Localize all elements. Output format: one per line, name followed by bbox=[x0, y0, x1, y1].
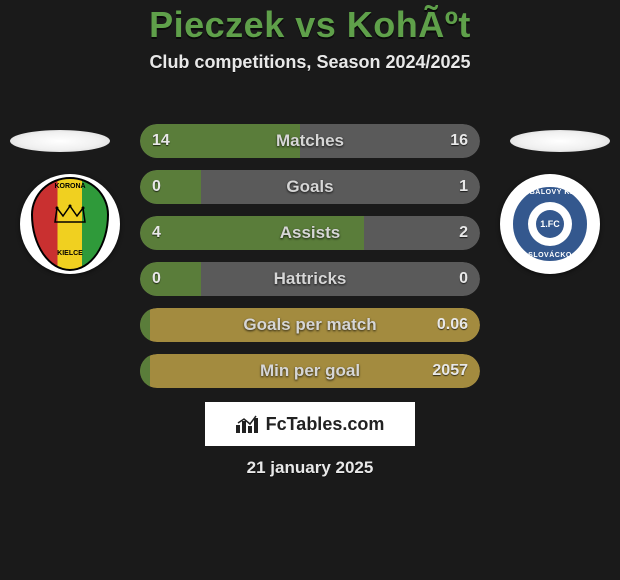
stat-bar-left bbox=[140, 170, 201, 204]
right-oval-shadow bbox=[510, 130, 610, 152]
left-crest-top-text: KORONA bbox=[33, 183, 107, 190]
right-team-crest: FOTBALOVÝ KLUB 1.FC SLOVÁCKO bbox=[500, 174, 600, 274]
stat-value-right: 16 bbox=[450, 124, 468, 158]
left-crest-shield: KORONA KIELCE bbox=[31, 177, 109, 271]
footer-brand-text: FcTables.com bbox=[266, 414, 385, 435]
stat-row: 00Hattricks bbox=[140, 262, 480, 296]
left-oval-shadow bbox=[10, 130, 110, 152]
stat-row: 0.06Goals per match bbox=[140, 308, 480, 342]
left-crest-bottom-text: KIELCE bbox=[33, 250, 107, 257]
stat-value-left: 4 bbox=[152, 216, 161, 250]
stat-bar-right bbox=[140, 354, 480, 388]
right-crest-ring: FOTBALOVÝ KLUB 1.FC SLOVÁCKO bbox=[508, 182, 592, 266]
stat-bar-left bbox=[140, 216, 364, 250]
right-crest-ring-bottom: SLOVÁCKO bbox=[513, 252, 587, 259]
chart-icon bbox=[236, 415, 260, 433]
stat-row: 01Goals bbox=[140, 170, 480, 204]
stat-bar-right bbox=[140, 308, 480, 342]
stat-value-right: 1 bbox=[459, 170, 468, 204]
stat-row: 1416Matches bbox=[140, 124, 480, 158]
stat-row: 42Assists bbox=[140, 216, 480, 250]
right-crest-core-text: 1.FC bbox=[536, 210, 564, 238]
right-crest-core: 1.FC bbox=[528, 202, 572, 246]
stats-list: 1416Matches01Goals42Assists00Hattricks0.… bbox=[140, 124, 480, 400]
crown-icon bbox=[53, 204, 87, 224]
page-subtitle: Club competitions, Season 2024/2025 bbox=[0, 52, 620, 73]
stat-row: 2057Min per goal bbox=[140, 354, 480, 388]
stat-bar-left bbox=[140, 354, 150, 388]
footer-date: 21 january 2025 bbox=[0, 458, 620, 478]
stat-value-right: 2057 bbox=[432, 354, 468, 388]
page-title: Pieczek vs KohÃºt bbox=[0, 4, 620, 46]
stat-value-right: 0 bbox=[459, 262, 468, 296]
right-crest-ring-top: FOTBALOVÝ KLUB bbox=[513, 189, 587, 196]
stat-bar-left bbox=[140, 308, 150, 342]
footer-brand-box: FcTables.com bbox=[205, 402, 415, 446]
comparison-card: Pieczek vs KohÃºt Club competitions, Sea… bbox=[0, 4, 620, 580]
stat-value-left: 14 bbox=[152, 124, 170, 158]
stat-value-right: 0.06 bbox=[437, 308, 468, 342]
stat-value-left: 0 bbox=[152, 170, 161, 204]
stat-value-left: 0 bbox=[152, 262, 161, 296]
left-team-crest: KORONA KIELCE bbox=[20, 174, 120, 274]
stat-bar-left bbox=[140, 262, 201, 296]
stat-value-right: 2 bbox=[459, 216, 468, 250]
